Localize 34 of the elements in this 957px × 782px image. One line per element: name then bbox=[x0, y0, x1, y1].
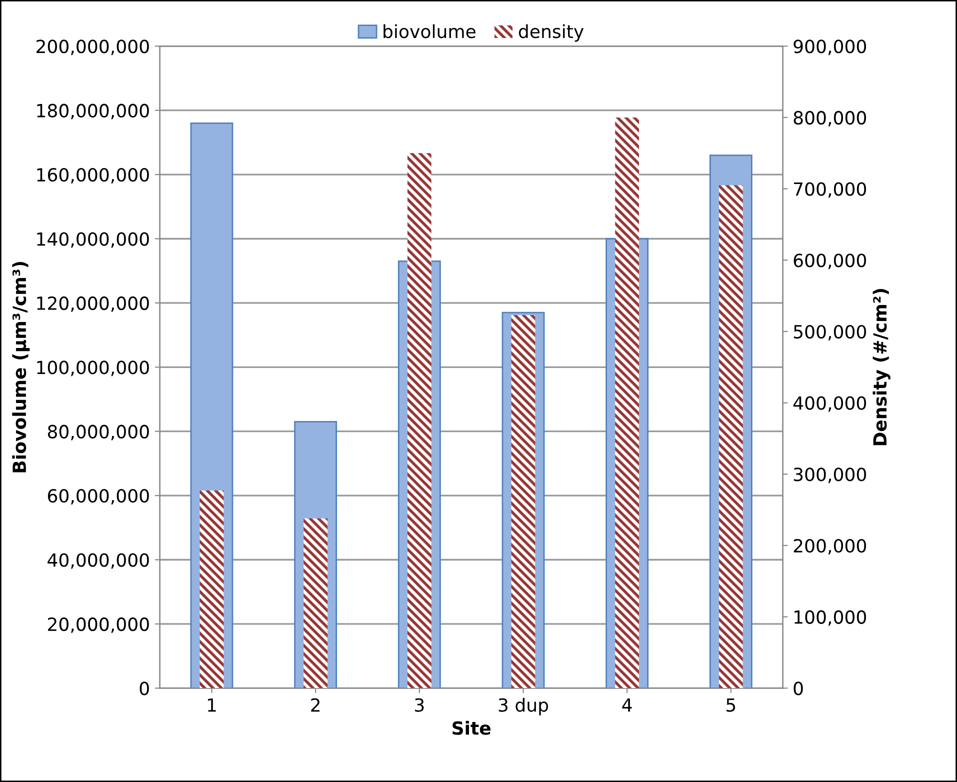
bar bbox=[304, 518, 328, 688]
y-tick-label: 180,000,000 bbox=[37, 104, 149, 120]
y-tick-label: 200,000,000 bbox=[36, 40, 149, 56]
x-tick-label: 2 bbox=[311, 698, 320, 712]
x-tick-label: 4 bbox=[622, 698, 632, 712]
y2-tick-label: 400,000 bbox=[793, 396, 866, 412]
y-tick-label: 120,000,000 bbox=[37, 296, 149, 312]
y2-tick-label: 600,000 bbox=[794, 254, 866, 270]
y-tick-label: 80,000,000 bbox=[48, 424, 149, 440]
y-tick-label: 100,000,000 bbox=[37, 360, 149, 376]
x-tick-label: 3 dup bbox=[498, 698, 548, 716]
y2-tick-label: 500,000 bbox=[794, 324, 866, 340]
y2-tick-label: 0 bbox=[794, 682, 803, 696]
y-axis-title: Biovolume (µm³/cm³) bbox=[12, 262, 30, 472]
x-tick-label: 1 bbox=[208, 698, 216, 712]
y2-tick-label: 300,000 bbox=[794, 468, 866, 484]
y-tick-label: 140,000,000 bbox=[37, 232, 149, 248]
y2-axis-title: Density (#/cm²) bbox=[872, 289, 890, 446]
x-tick-label: 5 bbox=[726, 698, 736, 712]
y-tick-label: 20,000,000 bbox=[48, 617, 149, 633]
y2-tick-label: 100,000 bbox=[794, 610, 866, 626]
x-axis-title: Site bbox=[452, 720, 490, 735]
x-tick-label: 3 bbox=[415, 698, 424, 712]
y-tick-label: 60,000,000 bbox=[48, 489, 149, 505]
legend-label: biovolume bbox=[384, 24, 476, 38]
y2-tick-label: 800,000 bbox=[794, 110, 866, 126]
y-tick-label: 160,000,000 bbox=[37, 168, 149, 184]
bar bbox=[200, 490, 224, 688]
legend-label: density bbox=[518, 24, 584, 42]
y2-tick-label: 900,000 bbox=[794, 40, 866, 56]
y2-tick-label: 700,000 bbox=[794, 182, 866, 198]
y-tick-label: 40,000,000 bbox=[48, 553, 149, 569]
y-tick-label: 0 bbox=[140, 682, 149, 696]
y2-tick-label: 200,000 bbox=[794, 538, 866, 554]
